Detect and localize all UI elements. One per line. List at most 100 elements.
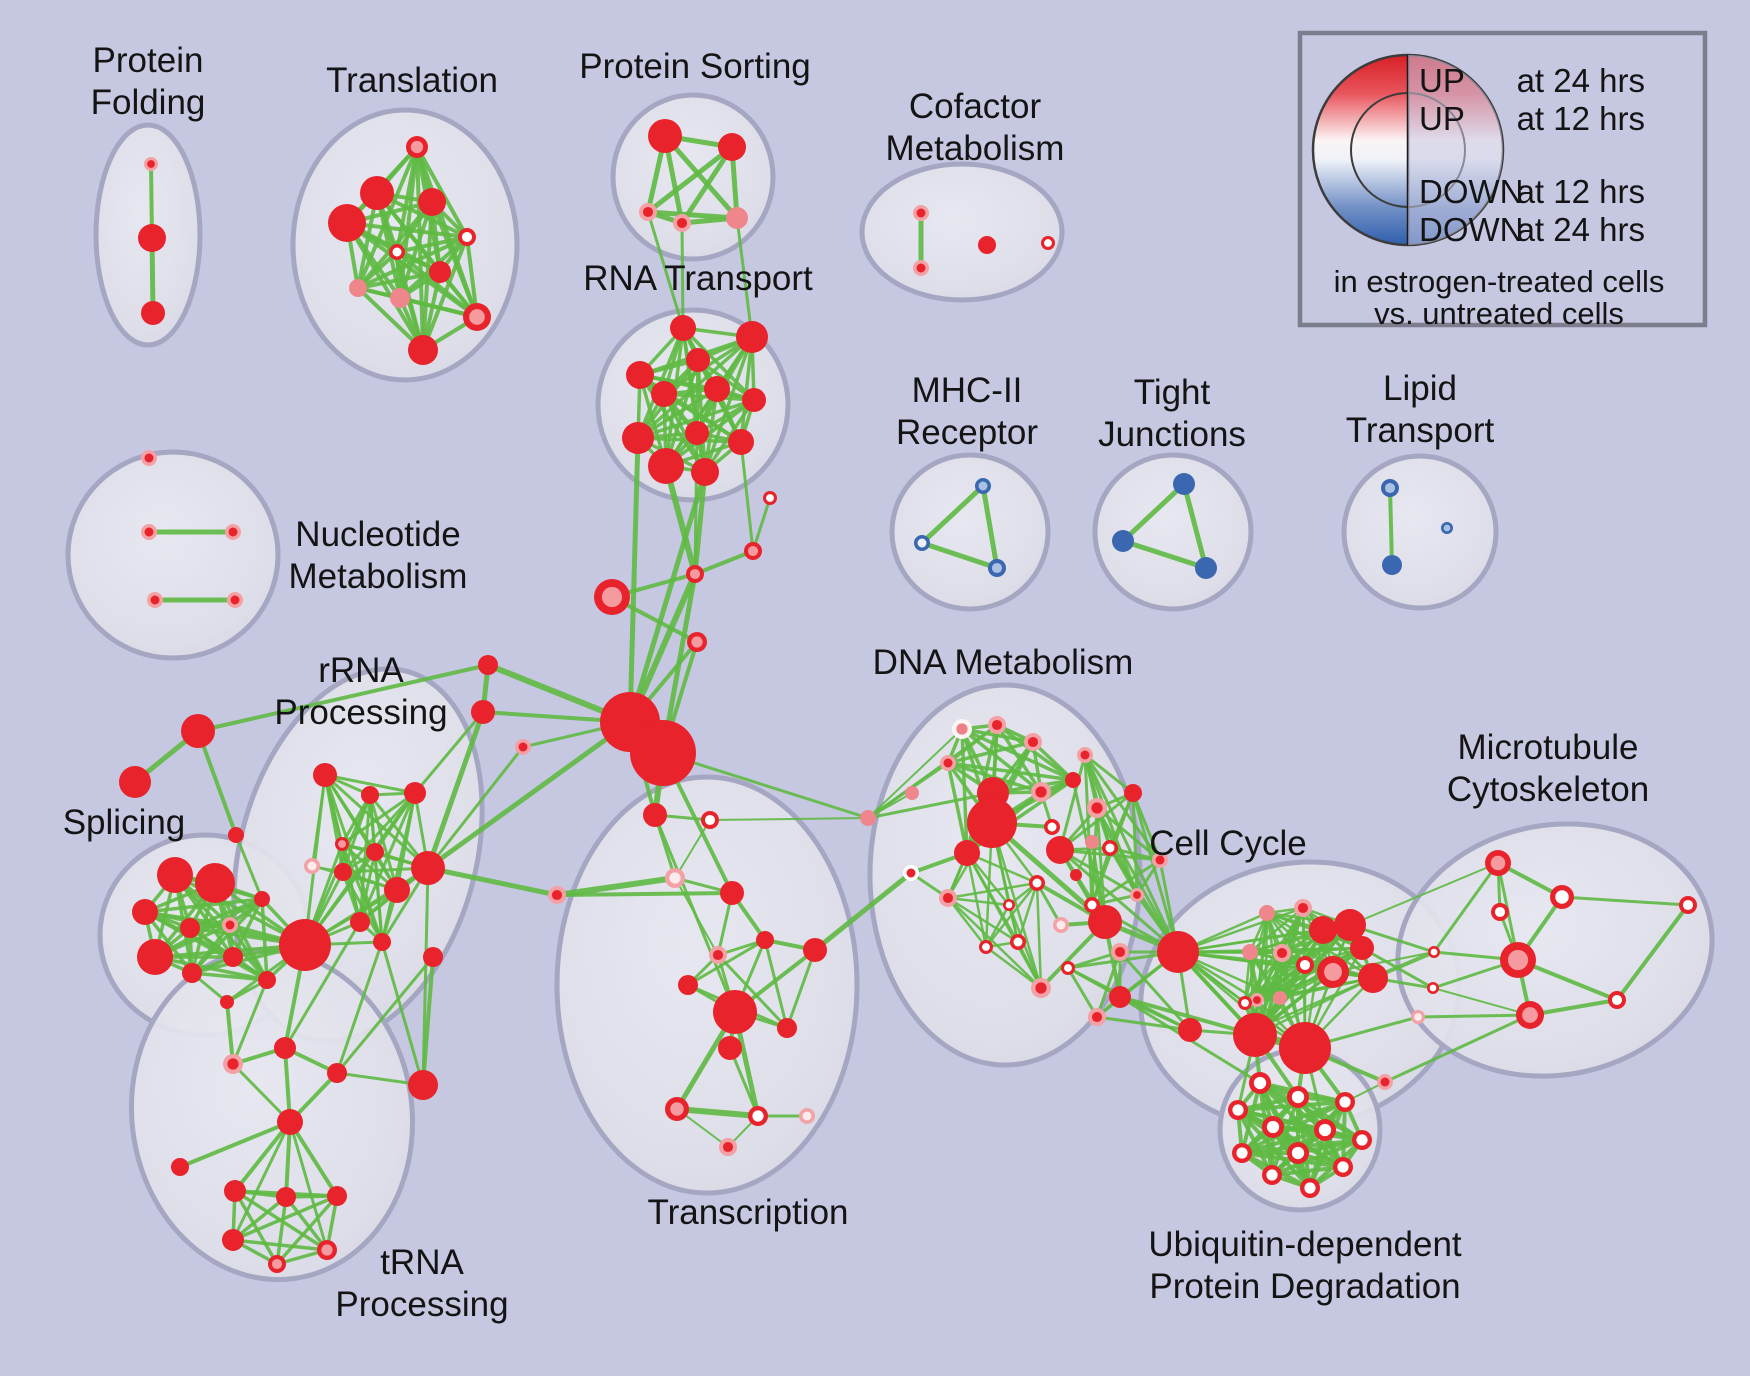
node-m0b	[1429, 984, 1437, 992]
edge-tl7-tl8	[356, 270, 442, 290]
edge-sp3-sp9	[143, 897, 264, 914]
node-tl11	[408, 335, 438, 365]
node-rt5	[651, 381, 677, 407]
edge-lt1-lt2	[1388, 486, 1394, 567]
legend-direction-1: UP	[1419, 62, 1465, 99]
node-cc21	[1358, 963, 1388, 993]
node-mh2	[917, 538, 927, 548]
edge-tr7-tr10	[275, 1195, 288, 1266]
cluster-label-ubiquitin-degradation-line2: Protein Degradation	[1149, 1267, 1460, 1306]
node-mc1	[1490, 855, 1506, 871]
node-tr8	[327, 1186, 347, 1206]
edge-st1-c1	[196, 663, 490, 733]
node-up	[1380, 1077, 1390, 1087]
node-tj1	[1173, 473, 1195, 495]
edge-tj1-tj2	[1120, 481, 1187, 544]
edge-mh1-mh2	[919, 483, 986, 546]
edge-dm0-dm1	[867, 728, 963, 819]
edge-dm4-dm10	[946, 761, 969, 855]
node-dm16	[1032, 878, 1042, 888]
cluster-ellipse-cofactor-metabolism	[859, 161, 1065, 303]
node-dm21	[1035, 982, 1047, 994]
edge-tl3-tl10	[430, 200, 479, 319]
node-hc2	[601, 586, 623, 608]
edge-mh1-mh3	[980, 483, 1000, 571]
node-cc12	[1259, 905, 1275, 921]
node-lt2	[1382, 555, 1402, 575]
node-dm10	[954, 840, 980, 866]
edge-cc15-mc1	[1349, 862, 1499, 926]
edge-dm16-dm18	[1035, 881, 1063, 927]
edge-dm15-dm21	[946, 896, 1043, 990]
legend-direction-4: DOWN	[1419, 211, 1523, 248]
legend-direction-3: DOWN	[1419, 173, 1523, 210]
cluster-label-transcription-line1: Transcription	[648, 1193, 849, 1232]
node-cc19	[1299, 959, 1311, 971]
edge-rt8-hub1	[627, 435, 641, 725]
edge-cc0-cc6	[1083, 753, 1139, 897]
node-tr4	[277, 1109, 303, 1135]
node-tr5	[171, 1158, 189, 1176]
node-cb1	[1233, 1013, 1277, 1057]
node-cc11	[1178, 1018, 1202, 1042]
node-tl7	[429, 261, 451, 283]
node-pf2	[138, 224, 166, 252]
edge-sp5-sp10	[228, 923, 269, 982]
node-ps4	[676, 217, 688, 229]
node-rp12	[423, 947, 443, 967]
node-tj3	[1195, 557, 1217, 579]
edge-cc8-cc10	[1095, 950, 1122, 1019]
edge-rp11-hub1	[425, 719, 633, 871]
edge-tr6-tr10	[233, 1189, 279, 1266]
cluster-label-trna-processing-line1: tRNA	[380, 1243, 464, 1282]
node-dm13	[1070, 869, 1082, 881]
node-cc10	[1091, 1011, 1103, 1023]
cluster-label-protein-folding-line1: Protein	[93, 41, 204, 80]
edge-sp10-tr1	[231, 978, 269, 1066]
node-rp14	[408, 1070, 438, 1100]
node-tx6	[678, 975, 698, 995]
node-tj2	[1112, 530, 1134, 552]
node-cc22	[1253, 996, 1261, 1004]
edge-dm0-hub2	[661, 751, 870, 820]
node-layer	[119, 119, 1697, 1273]
node-cf1	[916, 208, 926, 218]
node-cc20	[1324, 963, 1342, 981]
node-tx2	[704, 814, 716, 826]
edge-sp11-tr1	[225, 1000, 235, 1066]
edge-tr8-tr10	[275, 1194, 339, 1266]
edge-tx12-tx13	[674, 1106, 761, 1119]
cluster-label-cofactor-metabolism-line2: Metabolism	[886, 129, 1065, 168]
node-mh3	[991, 562, 1003, 574]
edge-rp3-c2	[413, 710, 485, 795]
node-tl8	[349, 279, 367, 297]
edge-st1-st3	[196, 729, 238, 837]
edge-ps3-rt1	[646, 210, 685, 330]
edge-tr1-tr4	[231, 1062, 292, 1124]
node-cc8	[1114, 946, 1126, 958]
node-ub6	[1318, 1123, 1332, 1137]
cluster-label-protein-sorting-line1: Protein Sorting	[579, 47, 811, 86]
node-cc6	[1133, 891, 1141, 899]
node-mc3	[1494, 906, 1506, 918]
node-ps2	[718, 133, 746, 161]
node-tx13	[752, 1110, 764, 1122]
edge-dm17-dm21	[1007, 903, 1043, 990]
node-c1	[478, 655, 498, 675]
edge-mh2-mh3	[919, 540, 1000, 571]
node-tl4	[328, 204, 366, 242]
cluster-label-rrna-processing-line1: rRNA	[318, 651, 404, 690]
edge-m0b-mc6	[1432, 987, 1531, 1016]
edge-m0a-mc1	[1432, 861, 1500, 954]
node-cb2	[1279, 1022, 1331, 1074]
legend-time-2: at 12 hrs	[1517, 100, 1645, 137]
node-dm3	[1027, 736, 1039, 748]
edge-tl5-tl6	[395, 235, 469, 254]
edge-tx8-tx10	[785, 948, 817, 1030]
edge-st3-sp9	[234, 833, 264, 901]
node-ub3	[1339, 1096, 1351, 1108]
legend-direction-2: UP	[1419, 100, 1465, 137]
edge-rt7-rt11	[664, 398, 756, 468]
edge-sp7-sp10	[190, 971, 269, 982]
node-c2	[471, 700, 495, 724]
